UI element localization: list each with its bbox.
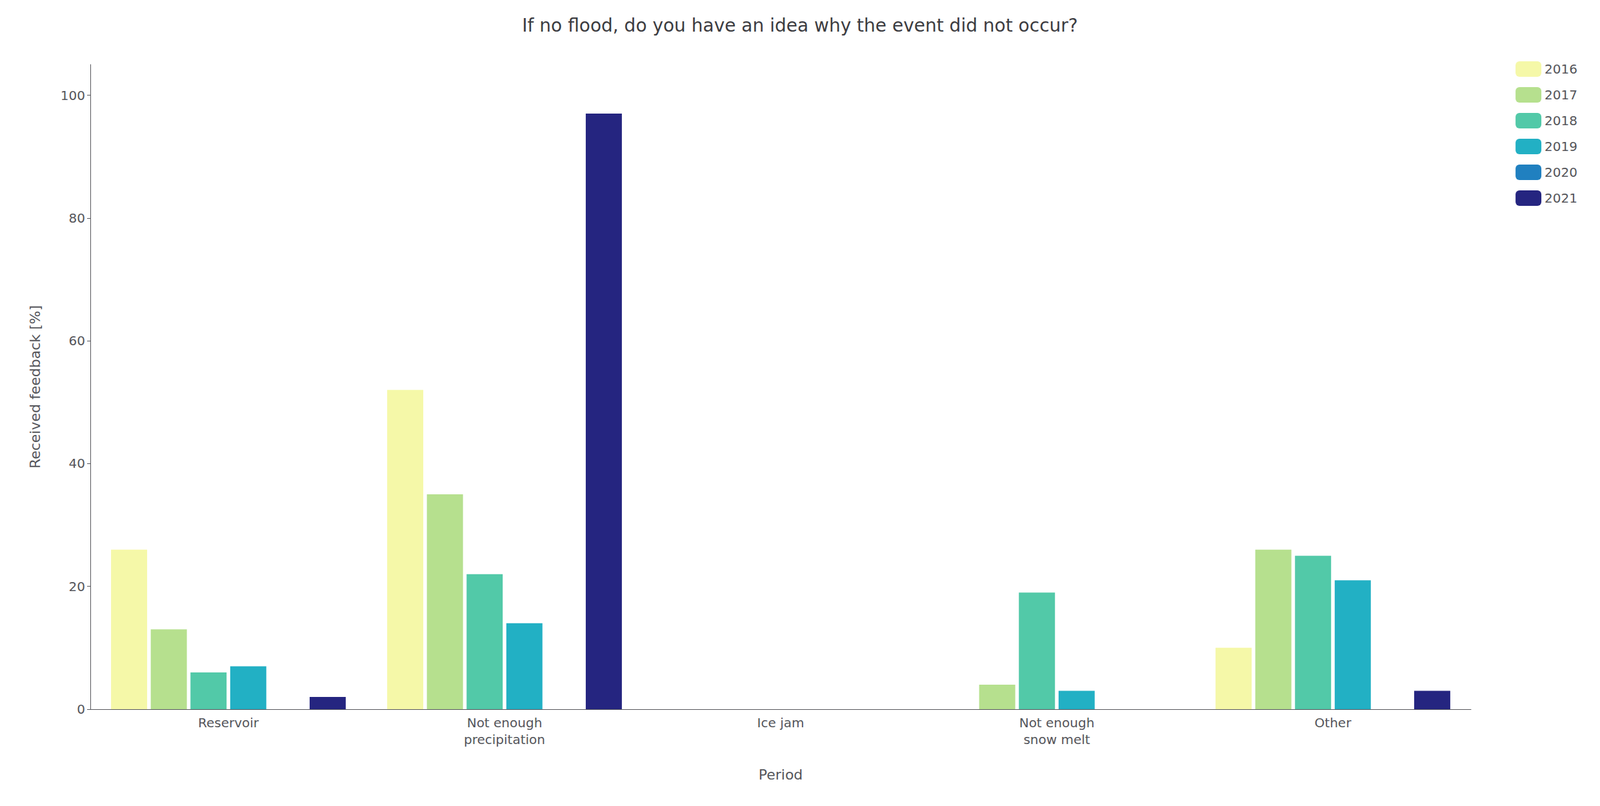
svg-text:40: 40	[69, 455, 86, 471]
svg-text:Ice jam: Ice jam	[757, 714, 805, 731]
svg-text:If no flood, do you have an id: If no flood, do you have an idea why the…	[521, 14, 1078, 37]
svg-text:Received feedback [%]: Received feedback [%]	[27, 305, 44, 469]
svg-text:60: 60	[69, 332, 86, 349]
svg-text:0: 0	[76, 701, 86, 717]
svg-text:Other: Other	[1314, 714, 1353, 731]
svg-text:2017: 2017	[1544, 87, 1578, 103]
svg-text:Not enough: Not enough	[1019, 714, 1095, 731]
svg-text:precipitation: precipitation	[463, 731, 546, 748]
svg-text:100: 100	[60, 87, 86, 104]
svg-text:20: 20	[69, 578, 86, 595]
svg-text:Reservoir: Reservoir	[198, 714, 260, 731]
svg-text:2020: 2020	[1544, 164, 1578, 180]
svg-text:2016: 2016	[1544, 61, 1578, 77]
svg-text:2019: 2019	[1544, 138, 1578, 155]
svg-text:Not enough: Not enough	[467, 714, 543, 731]
svg-text:80: 80	[69, 210, 86, 226]
svg-text:2021: 2021	[1544, 190, 1578, 206]
svg-text:Period: Period	[758, 766, 804, 783]
svg-text:snow melt: snow melt	[1023, 731, 1090, 748]
svg-text:2018: 2018	[1544, 112, 1578, 129]
